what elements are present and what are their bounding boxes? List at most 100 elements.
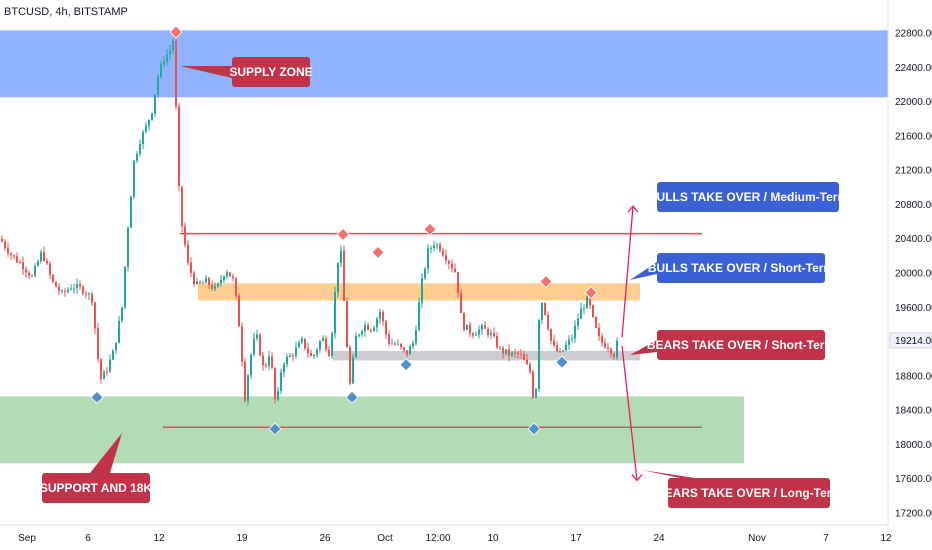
candle-body-57	[172, 41, 174, 51]
candle-body-153	[460, 292, 462, 314]
bulls-short-label-pointer	[630, 262, 657, 280]
chart-title: BTCUSD, 4h, BITSTAMP	[4, 6, 128, 18]
y-tick-label-9: 18800.00	[895, 371, 932, 382]
candle-body-98	[295, 347, 297, 356]
bears-short-label-box	[657, 330, 825, 360]
support-label-pointer	[90, 433, 122, 473]
candle-body-179	[538, 320, 540, 389]
support-label: SUPPORT AND 18K	[40, 481, 153, 495]
last-price-box	[889, 332, 932, 349]
candle-body-60	[181, 186, 183, 227]
candle-body-80	[241, 326, 243, 362]
candle-body-199	[598, 327, 600, 337]
candle-body-53	[160, 64, 162, 77]
candle-body-55	[166, 54, 168, 62]
price-axis[interactable]: 22800.00 22400.00 22000.00 21600.00 21200.00…	[895, 29, 932, 520]
candle-body-54	[163, 61, 165, 65]
x-tick-label-5: Oct	[377, 533, 393, 544]
marker-diamond-red-1	[336, 227, 350, 241]
candle-body-68	[205, 278, 207, 283]
x-tick-label-4: 26	[319, 533, 331, 544]
candle-body-70	[211, 284, 213, 289]
candle-body-125	[376, 318, 378, 328]
candle-body-39	[118, 320, 120, 343]
candle-body-95	[286, 356, 288, 365]
candle-body-85	[256, 334, 258, 339]
candle-body-195	[586, 296, 588, 309]
candle-body-119	[358, 334, 360, 336]
candle-body-143	[430, 247, 432, 249]
y-tick-label-3: 21600.00	[895, 131, 932, 142]
candle-body-75	[226, 272, 228, 277]
candle-body-16	[49, 263, 51, 275]
candle-body-30	[91, 293, 93, 303]
bears-short-label: BEARS TAKE OVER / Short-Term	[647, 338, 835, 352]
bulls-short-label-box	[657, 253, 825, 283]
marker-diamond-red-3	[423, 222, 437, 236]
marker-diamond-blue-11	[555, 355, 569, 369]
candle-body-56	[169, 50, 171, 55]
marker-diamond-blue-10	[527, 422, 541, 436]
candle-body-117	[352, 357, 354, 384]
candle-body-61	[184, 226, 186, 245]
candle-body-146	[439, 244, 441, 251]
candle-body-196	[589, 296, 591, 306]
candle-body-77	[232, 276, 234, 279]
candle-body-15	[46, 260, 48, 264]
candle-body-157	[472, 333, 474, 336]
bears-long-label-pointer	[642, 470, 695, 478]
candle-body-87	[262, 355, 264, 366]
candle-body-204	[613, 353, 615, 358]
candle-body-187	[562, 350, 564, 352]
candle-body-167	[502, 347, 504, 354]
candle-body-193	[580, 308, 582, 319]
x-tick-label-2: 12	[153, 533, 165, 544]
supply-zone-label-box	[232, 57, 310, 87]
last-price-tag: 19214.00	[889, 332, 932, 349]
candle-body-74	[223, 276, 225, 281]
candle-body-127	[382, 311, 384, 322]
y-tick-label-7: 20000.00	[895, 269, 932, 280]
candle-body-116	[349, 347, 351, 384]
candle-body-35	[106, 371, 108, 373]
candle-body-162	[487, 329, 489, 335]
marker-diamond-blue-8	[345, 390, 359, 404]
bears-long-label: BEARS TAKE OVER / Long-Term	[656, 486, 842, 500]
x-tick-label-3: 19	[236, 533, 248, 544]
candle-body-24	[73, 288, 75, 290]
candle-body-110	[331, 333, 333, 357]
time-axis[interactable]: Sep 6 12 19 26 Oct 12:00 10 17 24 Nov 7 12	[18, 533, 892, 544]
candle-body-106	[319, 341, 321, 350]
candle-body-84	[253, 338, 255, 355]
candle-body-71	[214, 286, 216, 289]
candle-body-91	[274, 367, 276, 400]
candle-body-114	[343, 250, 345, 302]
candle-body-23	[70, 288, 72, 290]
candle-body-186	[559, 351, 561, 353]
zone-resistance-short	[198, 283, 640, 301]
x-tick-label-6: 12:00	[425, 533, 450, 544]
zone-support	[0, 396, 744, 464]
candle-body-40	[121, 307, 123, 321]
candle-body-1	[4, 241, 6, 248]
bull-arrow-head	[627, 205, 639, 213]
candle-body-198	[595, 316, 597, 328]
candle-body-152	[457, 272, 459, 293]
candle-body-47	[142, 131, 144, 144]
candle-body-112	[337, 262, 339, 293]
x-tick-label-0: Sep	[18, 533, 36, 544]
candle-body-190	[571, 338, 573, 340]
candle-body-50	[151, 113, 153, 120]
candle-body-176	[529, 364, 531, 372]
candle-body-67	[202, 282, 204, 284]
zone-supply	[0, 30, 888, 98]
candle-body-2	[7, 247, 9, 254]
candle-body-205	[616, 340, 618, 358]
candle-body-144	[433, 245, 435, 248]
candle-body-11	[34, 265, 36, 276]
candle-body-4	[13, 255, 15, 257]
bulls-medium-label-box	[657, 182, 839, 212]
annotations-layer: SUPPLY ZONE SUPPORT AND 18K BULLS TAKE OVE…	[40, 57, 848, 508]
candle-body-83	[250, 354, 252, 376]
